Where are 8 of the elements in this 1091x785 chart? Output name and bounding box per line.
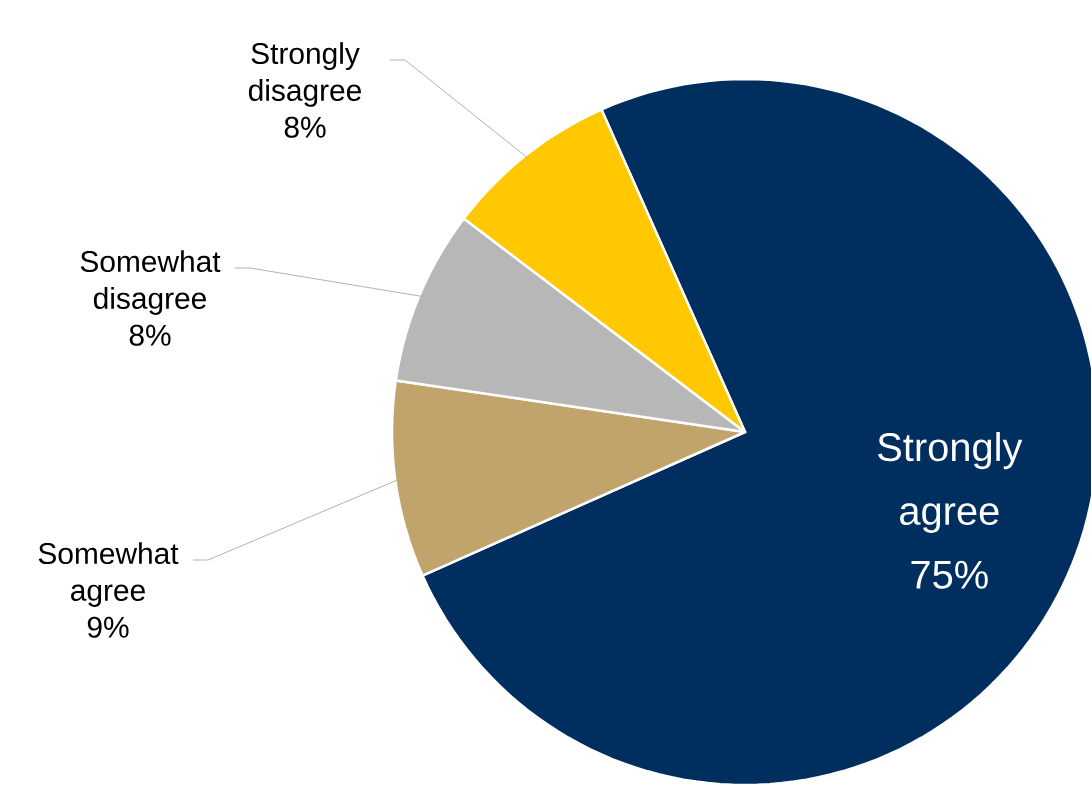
data-label: 75% <box>911 560 988 589</box>
data-label: 9% <box>87 616 129 638</box>
slice-label: Somewhat agree <box>38 542 179 607</box>
slice-label: Strongly agree <box>878 432 1023 533</box>
data-label: 8% <box>284 116 326 138</box>
slice-label: Somewhat disagree <box>80 250 221 315</box>
data-label: 8% <box>129 324 171 346</box>
slice-label: Strongly disagree <box>248 42 361 107</box>
